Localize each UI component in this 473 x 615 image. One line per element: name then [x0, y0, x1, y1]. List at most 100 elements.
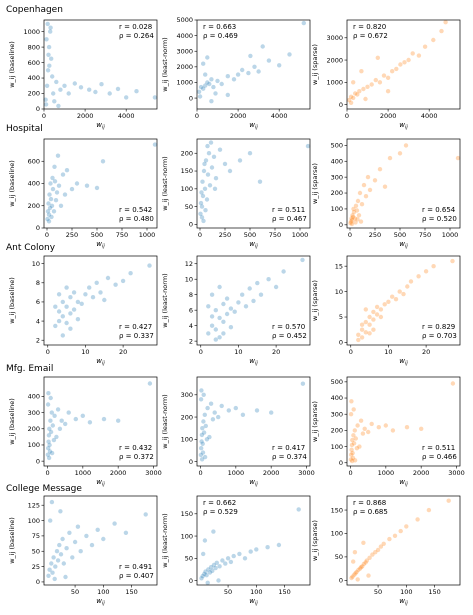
y-axis-label: w_ij (baseline) [8, 517, 16, 564]
x-tick-label: 4000 [118, 112, 135, 120]
pearson-r-label: r = 0.511 [272, 206, 305, 214]
data-point [48, 418, 53, 423]
data-point [112, 521, 117, 526]
data-point [378, 544, 384, 549]
data-point [134, 89, 139, 94]
spearman-rho-label: ρ = 0.407 [119, 572, 154, 580]
y-tick-label: 5000 [176, 16, 193, 24]
data-point [54, 190, 60, 195]
x-tick-label: 100 [97, 588, 109, 596]
data-point [222, 161, 228, 167]
data-point [66, 91, 71, 96]
data-point [361, 561, 367, 567]
y-axis-label: w_ij (baseline) [8, 41, 16, 88]
data-point [202, 538, 208, 543]
data-point [46, 212, 52, 217]
data-point [377, 167, 383, 172]
y-tick-label: 400 [28, 393, 40, 401]
data-point [55, 407, 61, 412]
data-point [248, 549, 253, 554]
data-point [359, 202, 365, 207]
x-tick-label: 1000 [75, 469, 92, 477]
data-point [455, 155, 461, 161]
plot-frame [346, 138, 461, 229]
data-point [201, 86, 206, 91]
data-point [203, 423, 208, 429]
data-point [355, 423, 360, 428]
scatter-panel-baseline: 0 2000 4000 0 200 400 600 800 1000 wij w_ij (basel… [8, 19, 158, 131]
data-point [355, 217, 360, 222]
data-point [209, 99, 214, 104]
data-point [256, 69, 261, 74]
data-point [62, 421, 68, 427]
spearman-rho-label: ρ = 0.372 [119, 453, 154, 461]
pearson-r-label: r = 0.491 [119, 563, 152, 571]
data-point [68, 311, 73, 316]
y-axis-label: w_ij (sparse) [311, 520, 319, 561]
spearman-rho-label: ρ = 0.672 [353, 32, 388, 40]
x-tick-label: 2000 [110, 469, 127, 477]
data-point [51, 209, 57, 214]
data-point [365, 84, 370, 90]
y-tick-label: 2000 [176, 63, 193, 71]
scatter-panel-least-norm: 0 2000 4000 0 1000 2000 3000 4000 5000 wij w_ij (l… [161, 16, 311, 131]
data-point [252, 64, 257, 70]
data-point [203, 158, 209, 163]
data-point [348, 94, 354, 100]
data-point [213, 327, 218, 332]
y-tick-label: 10 [185, 275, 193, 283]
spearman-rho-label: ρ = 0.337 [119, 332, 154, 340]
scatter-panel-least-norm: 0 10 20 2 4 6 8 10 12 wij w_ij (least-norm) r = 0.5… [161, 255, 311, 367]
x-axis-label: wij [249, 357, 258, 367]
y-axis-label: w_ij (sparse) [311, 401, 319, 442]
data-point [358, 219, 364, 224]
data-point [50, 423, 55, 428]
data-point [44, 83, 50, 89]
data-point [198, 452, 204, 458]
data-point [211, 154, 217, 159]
data-point [300, 257, 305, 263]
y-tick-label: 150 [331, 506, 343, 514]
data-point [70, 555, 75, 560]
pearson-r-label: r = 0.663 [203, 23, 236, 31]
x-tick-label: 750 [116, 231, 128, 239]
data-point [94, 185, 100, 191]
data-point [416, 53, 422, 58]
data-point [45, 402, 51, 407]
pearson-r-label: r = 0.820 [353, 23, 386, 31]
data-point [72, 539, 78, 545]
data-point [75, 524, 81, 529]
data-point [350, 214, 356, 220]
data-point [206, 567, 211, 572]
data-point [128, 271, 133, 276]
data-point [258, 292, 264, 297]
data-point [47, 426, 52, 431]
data-point [351, 80, 356, 85]
data-point [301, 20, 306, 26]
x-axis-label: wij [249, 478, 258, 488]
plot-frame [196, 19, 311, 110]
data-point [352, 550, 358, 555]
data-point [202, 571, 207, 577]
data-point [60, 172, 66, 177]
y-tick-label: 0 [36, 224, 40, 232]
data-point [217, 147, 223, 152]
data-point [46, 573, 51, 578]
data-point [363, 330, 368, 335]
y-tick-label: 1000 [23, 28, 40, 36]
data-point [52, 413, 57, 418]
data-point [367, 314, 372, 320]
data-point [210, 417, 216, 422]
data-point [287, 52, 292, 57]
data-point [61, 561, 66, 566]
data-point [431, 37, 436, 43]
scatter-panel-baseline: 0 10 20 2 4 6 8 10 wij w_ij (baseline) r = 0.427ρ … [8, 255, 158, 367]
data-point [215, 78, 220, 84]
y-tick-label: 5 [339, 313, 343, 321]
data-point [45, 68, 51, 73]
data-point [211, 84, 216, 90]
y-axis-label: w_ij (baseline) [8, 277, 16, 324]
scatter-panel-least-norm: 50 100 150 0 50 100 150 wij w_ij (least-norm) r =… [161, 495, 311, 607]
x-tick-label: 1000 [378, 469, 395, 477]
data-point [200, 426, 205, 431]
